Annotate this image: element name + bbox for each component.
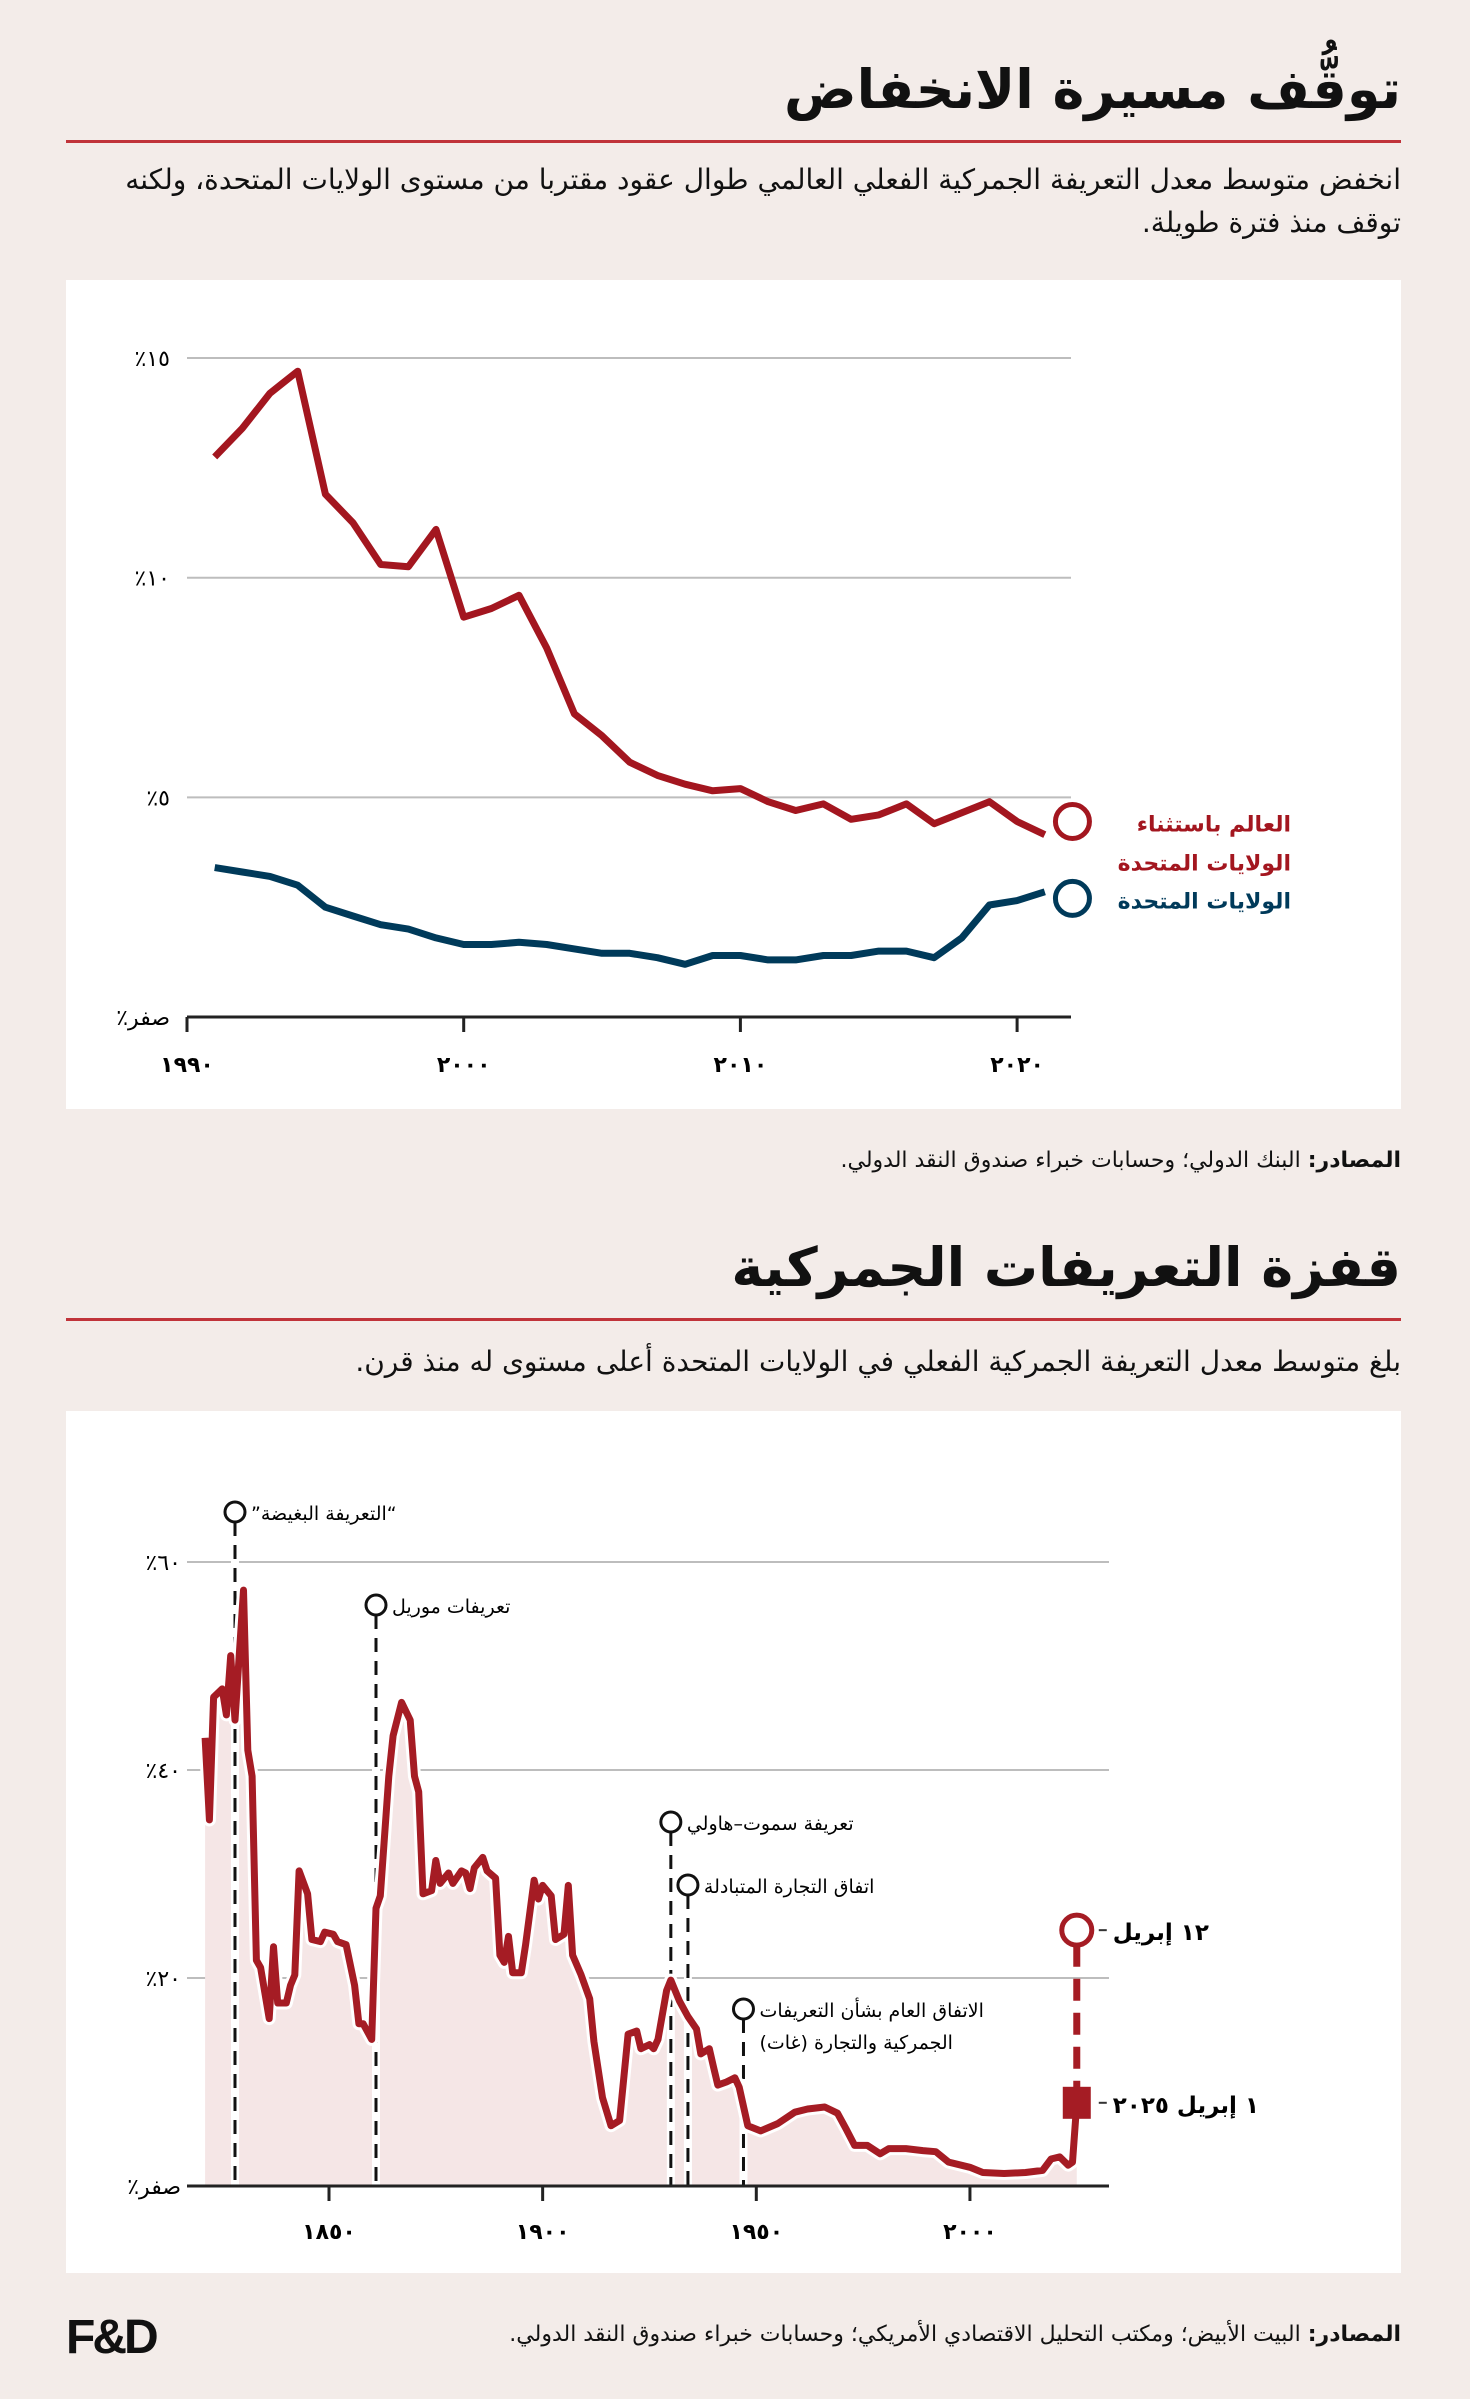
april-1-label: ١ إبريل ٢٠٢٥ — [1113, 2093, 1259, 2119]
series-line — [201, 1586, 1081, 2177]
y-tick-label: صفر٪ — [127, 2175, 181, 2200]
legend-label: العالم باستثناء — [1137, 813, 1291, 838]
y-tick-label: ٤٠٪ — [146, 1759, 181, 1784]
x-tick-label: ١٨٥٠ — [302, 2220, 356, 2245]
area-fill — [205, 1590, 1077, 2186]
annotation-marker — [659, 1810, 683, 1834]
x-tick-label: ٢٠١٠ — [714, 1053, 768, 1078]
x-tick-label: ٢٠٢٠ — [990, 1053, 1044, 1078]
annotation-label: الجمركية والتجارة (غات) — [759, 2032, 952, 2054]
annotation-label: اتفاق التجارة المتبادلة — [704, 1876, 875, 1898]
chart2-panel: صفر٪ ٢٠٪ ٤٠٪ ٦٠٪ “التعريفة البغيضة” تعريفات م… — [66, 1411, 1401, 2273]
april-1-square-marker — [1062, 2086, 1091, 2119]
source-text: البيت الأبيض؛ ومكتب التحليل الاقتصادي ال… — [509, 2322, 1308, 2347]
annotation-marker — [676, 1873, 700, 1897]
chart1-panel: صفر٪ ٥٪ ١٠٪ ١٥٪ ١٩٩٠ ٢٠٠٠ ٢٠١٠ ٢٠٢٠ العالم باستث… — [66, 280, 1401, 1109]
y-tick-label: ٢٠٪ — [146, 1967, 181, 1992]
title-divider — [66, 140, 1401, 143]
title-divider — [66, 1318, 1401, 1321]
series-end-marker — [1052, 878, 1092, 918]
april-12-label: ١٢ إبريل — [1113, 1920, 1209, 1946]
y-tick-label: صفر٪ — [116, 1006, 170, 1031]
source-text: البنك الدولي؛ وحسابات خبراء صندوق النقد … — [840, 1148, 1308, 1173]
fd-logo: F&D — [66, 2311, 159, 2364]
annotation-label: تعريفة سموت–هاولي — [687, 1813, 854, 1835]
chart2-subtitle: بلغ متوسط معدل التعريفة الجمركية الفعلي … — [355, 1345, 1401, 1378]
chart1-subtitle: انخفض متوسط معدل التعريفة الجمركية الفعل… — [125, 163, 1401, 239]
source-label: المصادر: — [1307, 1148, 1401, 1173]
annotation-marker — [223, 1500, 247, 1524]
series-end-marker — [1052, 802, 1092, 842]
chart2-source: المصادر: البيت الأبيض؛ ومكتب التحليل الا… — [509, 2322, 1401, 2347]
y-tick-label: ٥٪ — [146, 786, 170, 811]
annotation-label: الاتفاق العام بشأن التعريفات — [759, 1997, 983, 2022]
x-tick-label: ١٩٠٠ — [516, 2220, 570, 2245]
x-tick-label: ٢٠٠٠ — [943, 2220, 997, 2245]
chart2-title: قفزة التعريفات الجمركية — [731, 1236, 1402, 1299]
y-tick-label: ٦٠٪ — [146, 1551, 181, 1576]
april-12-circle-marker — [1059, 1912, 1095, 1948]
annotation-label: “التعريفة البغيضة” — [251, 1503, 397, 1525]
source-label: المصادر: — [1307, 2322, 1401, 2347]
legend-label: الولايات المتحدة — [1118, 852, 1291, 877]
annotation-marker — [364, 1593, 388, 1617]
chart1-source: المصادر: البنك الدولي؛ وحسابات خبراء صند… — [841, 1148, 1402, 1173]
annotation-label: تعريفات موريل — [392, 1596, 510, 1618]
chart1-svg: صفر٪ ٥٪ ١٠٪ ١٥٪ ١٩٩٠ ٢٠٠٠ ٢٠١٠ ٢٠٢٠ العالم باستث… — [116, 347, 1291, 1078]
y-tick-label: ١٥٪ — [135, 347, 170, 372]
y-tick-label: ١٠٪ — [135, 567, 170, 592]
chart2-svg: صفر٪ ٢٠٪ ٤٠٪ ٦٠٪ “التعريفة البغيضة” تعريفات م… — [127, 1500, 1259, 2245]
series-line-1 — [214, 864, 1046, 968]
x-tick-label: ١٩٩٠ — [160, 1053, 214, 1078]
x-tick-label: ١٩٥٠ — [729, 2220, 783, 2245]
x-tick-label: ٢٠٠٠ — [437, 1053, 491, 1078]
annotation-marker — [731, 1997, 755, 2021]
chart1-title: توقُّف مسيرة الانخفاض — [784, 58, 1402, 121]
legend-label: الولايات المتحدة — [1118, 889, 1291, 914]
series-line-0 — [212, 367, 1047, 838]
